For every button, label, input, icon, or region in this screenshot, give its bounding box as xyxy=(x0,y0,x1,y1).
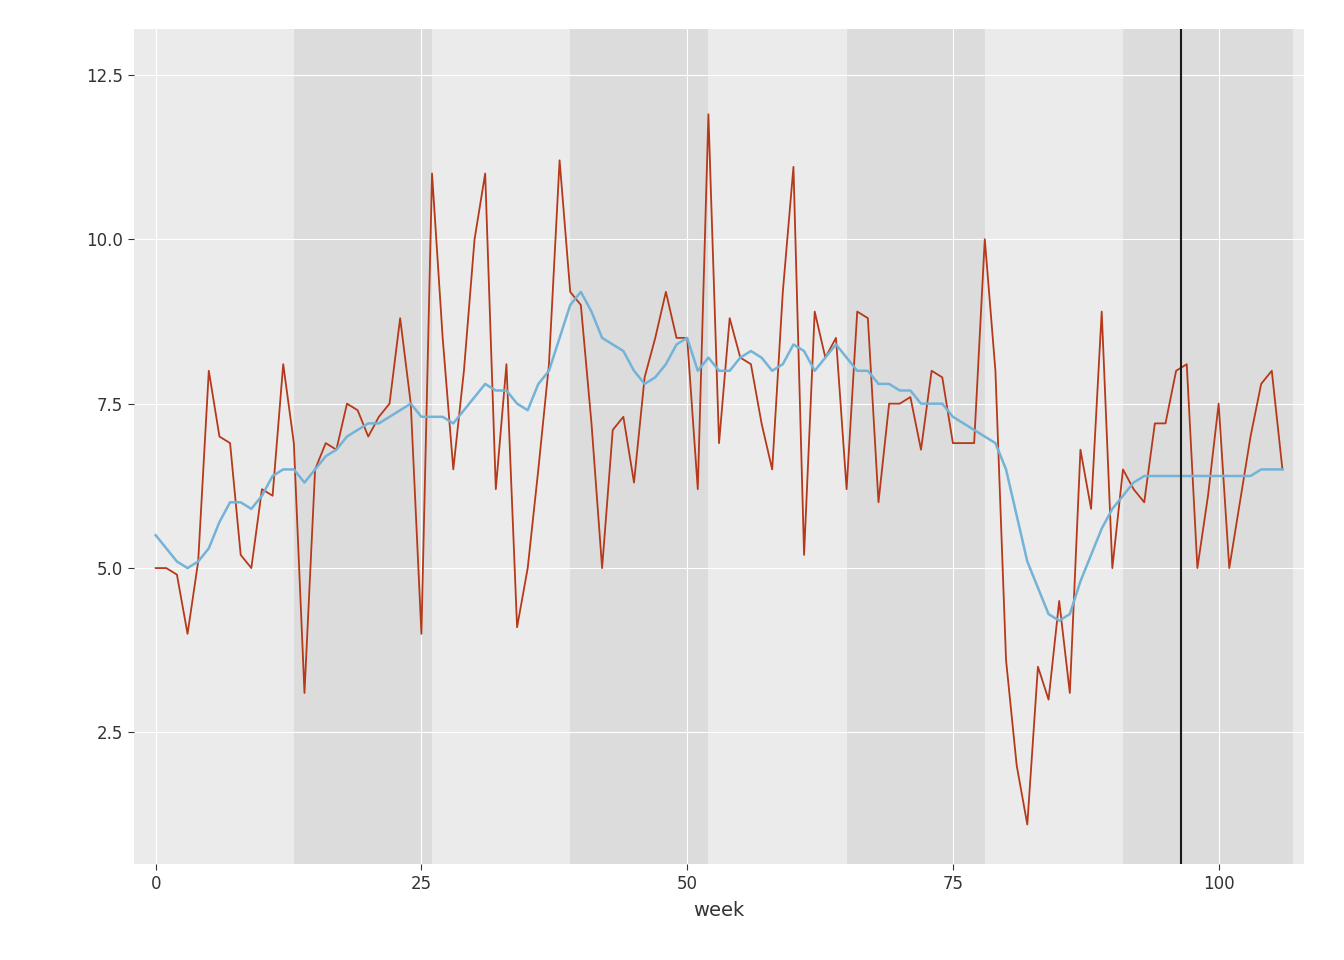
Bar xyxy=(1124,29,1293,864)
X-axis label: week: week xyxy=(694,901,745,921)
Bar xyxy=(985,29,1124,864)
Bar xyxy=(708,29,847,864)
Bar xyxy=(847,29,985,864)
Bar xyxy=(431,29,570,864)
Bar xyxy=(570,29,708,864)
Bar xyxy=(294,29,431,864)
Bar xyxy=(156,29,294,864)
